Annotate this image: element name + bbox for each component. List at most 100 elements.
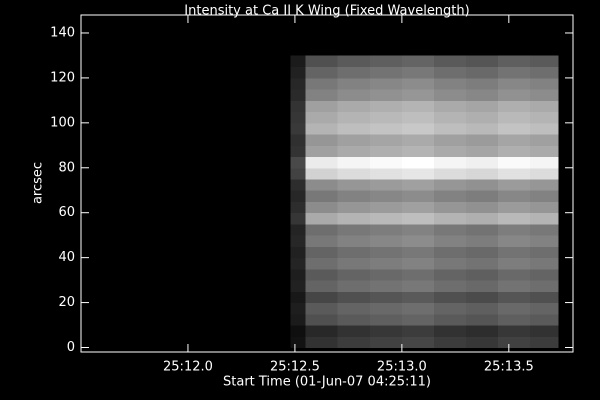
heatmap-cell bbox=[530, 122, 559, 135]
heatmap-cell bbox=[305, 190, 339, 202]
heatmap-cell bbox=[498, 246, 531, 259]
heatmap-cell bbox=[433, 235, 467, 247]
heatmap-cell bbox=[369, 55, 403, 68]
heatmap-cell bbox=[433, 325, 467, 337]
heatmap-cell bbox=[305, 66, 339, 79]
heatmap-cell bbox=[498, 190, 531, 202]
heatmap-cell bbox=[466, 246, 499, 259]
heatmap-cell bbox=[498, 212, 531, 225]
heatmap-cell bbox=[401, 257, 435, 270]
heatmap-cell bbox=[305, 268, 339, 281]
heatmap-cell bbox=[290, 302, 307, 315]
heatmap-cell bbox=[401, 190, 435, 202]
heatmap-cell bbox=[369, 302, 403, 315]
heatmap-cell bbox=[337, 122, 371, 135]
heatmap-cell bbox=[290, 100, 307, 113]
heatmap-cell bbox=[401, 66, 435, 79]
heatmap-cell bbox=[466, 223, 499, 236]
plot-area: 0 20 40 60 80 100 120 140 25:12.0 25:12.5 25:13.0 2… bbox=[50, 14, 574, 375]
heatmap-cell bbox=[433, 257, 467, 270]
heatmap-cell bbox=[433, 122, 467, 135]
heatmap-cell bbox=[401, 291, 435, 304]
y-tick-label: 80 bbox=[58, 160, 75, 175]
heatmap-cell bbox=[369, 190, 403, 202]
heatmap-cell bbox=[530, 89, 559, 101]
heatmap-cell bbox=[290, 190, 307, 202]
heatmap-cell bbox=[369, 89, 403, 101]
heatmap-cell bbox=[498, 55, 531, 68]
heatmap-cell bbox=[290, 223, 307, 236]
heatmap-cell bbox=[530, 291, 559, 304]
heatmap-cell bbox=[290, 167, 307, 180]
heatmap-cell bbox=[337, 89, 371, 101]
heatmap-cell bbox=[305, 122, 339, 135]
heatmap-cell bbox=[433, 179, 467, 191]
heatmap-cell bbox=[498, 145, 531, 158]
heatmap-cell bbox=[290, 336, 307, 349]
heatmap-cell bbox=[433, 134, 467, 146]
heatmap-cell bbox=[305, 325, 339, 337]
heatmap-cell bbox=[369, 223, 403, 236]
heatmap-cell bbox=[401, 111, 435, 124]
heatmap-cell bbox=[337, 235, 371, 247]
heatmap-cell bbox=[305, 235, 339, 247]
heatmap-cell bbox=[498, 122, 531, 135]
heatmap-cell bbox=[433, 223, 467, 236]
heatmap-cell bbox=[466, 212, 499, 225]
heatmap-cell bbox=[305, 179, 339, 191]
axes-frame bbox=[80, 14, 574, 353]
heatmap-cell bbox=[290, 66, 307, 79]
heatmap-cell bbox=[290, 77, 307, 90]
heatmap-cell bbox=[498, 223, 531, 236]
heatmap-cell bbox=[498, 325, 531, 337]
heatmap-cell bbox=[433, 66, 467, 79]
heatmap-cell bbox=[369, 246, 403, 259]
heatmap-cell bbox=[498, 134, 531, 146]
heatmap-cell bbox=[337, 246, 371, 259]
heatmap-cell bbox=[530, 268, 559, 281]
heatmap-cell bbox=[401, 122, 435, 135]
heatmap-cell bbox=[369, 235, 403, 247]
heatmap-cell bbox=[530, 235, 559, 247]
heatmap-cell bbox=[305, 302, 339, 315]
heatmap-cell bbox=[337, 201, 371, 214]
chart-title: Intensity at Ca II K Wing (Fixed Wavelen… bbox=[184, 4, 469, 19]
heatmap-cell bbox=[530, 100, 559, 113]
heatmap-cell bbox=[369, 167, 403, 180]
heatmap-cell bbox=[290, 291, 307, 304]
heatmap-cell bbox=[290, 145, 307, 158]
y-tick-label: 60 bbox=[58, 205, 75, 220]
heatmap-cell bbox=[305, 77, 339, 90]
heatmap-cell bbox=[498, 156, 531, 169]
heatmap-cell bbox=[498, 111, 531, 124]
heatmap-cell bbox=[498, 280, 531, 292]
heatmap-cell bbox=[337, 156, 371, 169]
heatmap-cell bbox=[369, 77, 403, 90]
heatmap-cell bbox=[466, 313, 499, 326]
y-tick-label: 40 bbox=[58, 250, 75, 265]
heatmap-cell bbox=[305, 246, 339, 259]
heatmap-cell bbox=[337, 325, 371, 337]
heatmap-cell bbox=[305, 313, 339, 326]
x-tick-label: 25:12.0 bbox=[163, 360, 213, 375]
heatmap-cell bbox=[337, 66, 371, 79]
heatmap-cell bbox=[401, 223, 435, 236]
heatmap-cell bbox=[337, 190, 371, 202]
heatmap-cell bbox=[337, 302, 371, 315]
heatmap-cell bbox=[401, 235, 435, 247]
heatmap-cell bbox=[466, 190, 499, 202]
heatmap-cell bbox=[305, 336, 339, 349]
heatmap-cell bbox=[369, 179, 403, 191]
y-axis-label: arcsec bbox=[31, 162, 46, 204]
heatmap-cell bbox=[466, 280, 499, 292]
heatmap-cell bbox=[401, 100, 435, 113]
heatmap-cell bbox=[369, 268, 403, 281]
heatmap-cell bbox=[337, 145, 371, 158]
heatmap-cell bbox=[466, 336, 499, 349]
x-tick-label: 25:13.0 bbox=[377, 360, 427, 375]
heatmap-cell bbox=[290, 89, 307, 101]
heatmap-cell bbox=[290, 111, 307, 124]
heatmap-cell bbox=[498, 100, 531, 113]
heatmap-cell bbox=[433, 100, 467, 113]
